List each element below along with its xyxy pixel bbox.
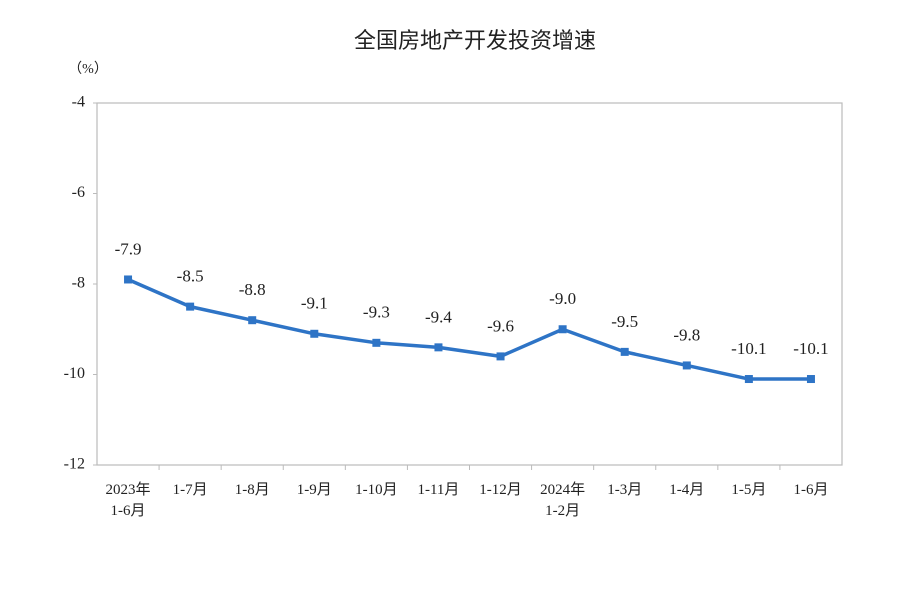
x-tick-label: 1-3月 — [607, 482, 643, 498]
data-label: -9.4 — [425, 307, 452, 326]
data-label: -9.6 — [487, 316, 514, 335]
point — [434, 343, 443, 352]
y-axis-label: （%） — [68, 61, 108, 77]
data-label: -9.8 — [673, 325, 700, 344]
data-label: -8.5 — [177, 267, 204, 286]
point — [186, 302, 195, 311]
x-tick-label: 1-11月 — [417, 482, 460, 498]
chart-title: 全国房地产开发投资增速 — [354, 29, 596, 54]
point — [744, 375, 753, 384]
line — [127, 277, 811, 381]
x-tick-label: 1-7月 — [172, 482, 208, 498]
point — [248, 316, 257, 325]
data-label: -10.1 — [731, 339, 766, 358]
point — [682, 361, 691, 370]
data-label: -9.5 — [611, 312, 638, 331]
y-tick-label: -12 — [64, 456, 85, 473]
data-label: -9.3 — [363, 303, 390, 322]
point — [496, 352, 505, 361]
x-tick-label: 1-5月 — [731, 482, 767, 498]
data-label: -9.1 — [301, 294, 328, 313]
x-tick-label: 2023年 1-6月 — [105, 482, 151, 519]
y-tick-label: -10 — [64, 365, 85, 382]
plot-frame — [96, 102, 843, 466]
data-label: -8.8 — [239, 280, 266, 299]
point — [558, 325, 567, 334]
data-label: -10.1 — [793, 339, 828, 358]
point — [372, 338, 381, 347]
data-label: -7.9 — [115, 239, 142, 258]
x-tick-label: 1-9月 — [296, 482, 332, 498]
point — [310, 329, 319, 338]
x-tick-label: 1-6月 — [793, 482, 829, 498]
x-tick-label: 1-12月 — [479, 482, 522, 498]
x-tick-label: 2024年 1-2月 — [540, 482, 586, 519]
x-tick-label: 1-10月 — [355, 482, 398, 498]
y-tick-label: -6 — [72, 184, 85, 201]
data-label: -9.0 — [549, 289, 576, 308]
point — [124, 275, 133, 284]
x-tick-label: 1-8月 — [234, 482, 270, 498]
y-tick-label: -4 — [72, 94, 85, 111]
point — [806, 375, 815, 384]
y-tick-label: -8 — [72, 275, 85, 292]
point — [620, 347, 629, 356]
x-tick-label: 1-4月 — [669, 482, 705, 498]
